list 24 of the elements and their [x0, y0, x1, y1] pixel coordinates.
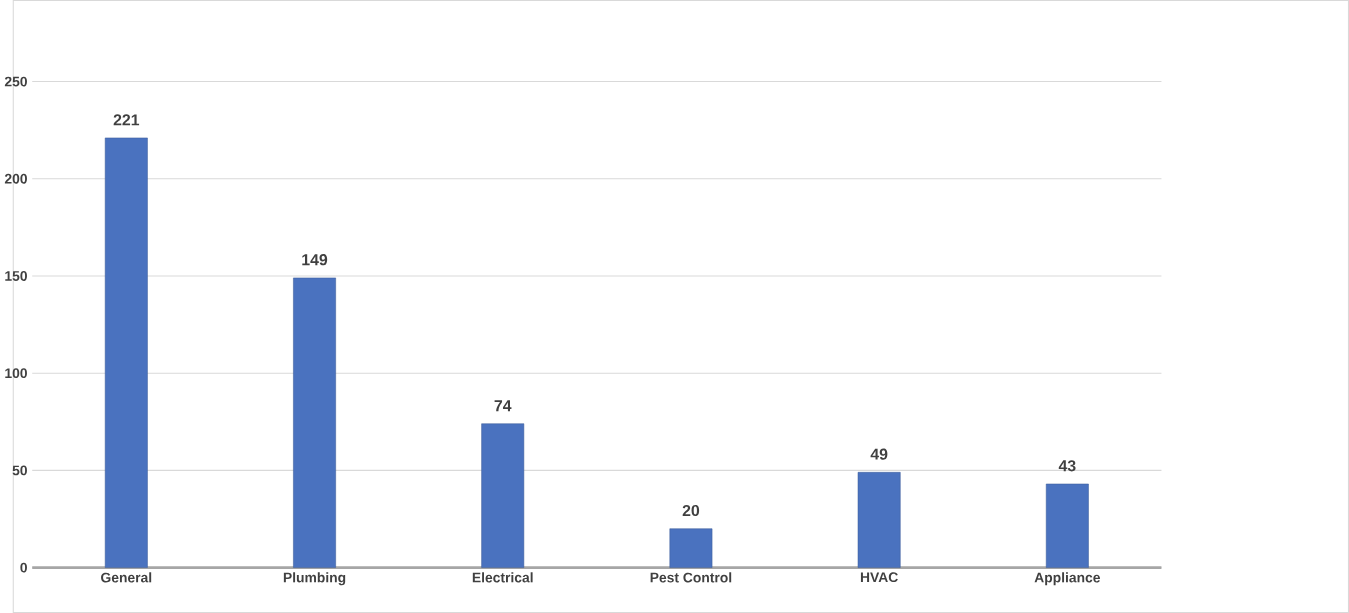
bar [104, 137, 148, 568]
x-tick-label: Pest Control [650, 572, 732, 583]
data-label: 49 [870, 448, 888, 460]
x-tick-label: HVAC [860, 572, 898, 583]
y-tick-label: 250 [4, 76, 27, 87]
bar [293, 277, 336, 568]
bar [481, 423, 525, 568]
bar [1045, 483, 1089, 568]
y-tick-label: 50 [12, 465, 27, 476]
data-label: 74 [494, 400, 512, 412]
data-label: 20 [682, 504, 700, 517]
bar [857, 471, 901, 568]
data-label: 221 [113, 114, 140, 126]
x-tick-label: Appliance [1034, 572, 1100, 586]
y-tick-label: 200 [4, 173, 27, 184]
x-tick-label: Plumbing [283, 572, 346, 586]
x-tick-label: Electrical [472, 572, 533, 583]
x-tick-label: General [101, 572, 152, 583]
y-tick-label: 150 [5, 270, 27, 281]
data-label: 149 [302, 254, 328, 266]
y-tick-label: 0 [20, 562, 27, 573]
y-tick-label: 100 [5, 368, 27, 379]
bar [669, 528, 713, 568]
data-label: 43 [1058, 460, 1076, 472]
